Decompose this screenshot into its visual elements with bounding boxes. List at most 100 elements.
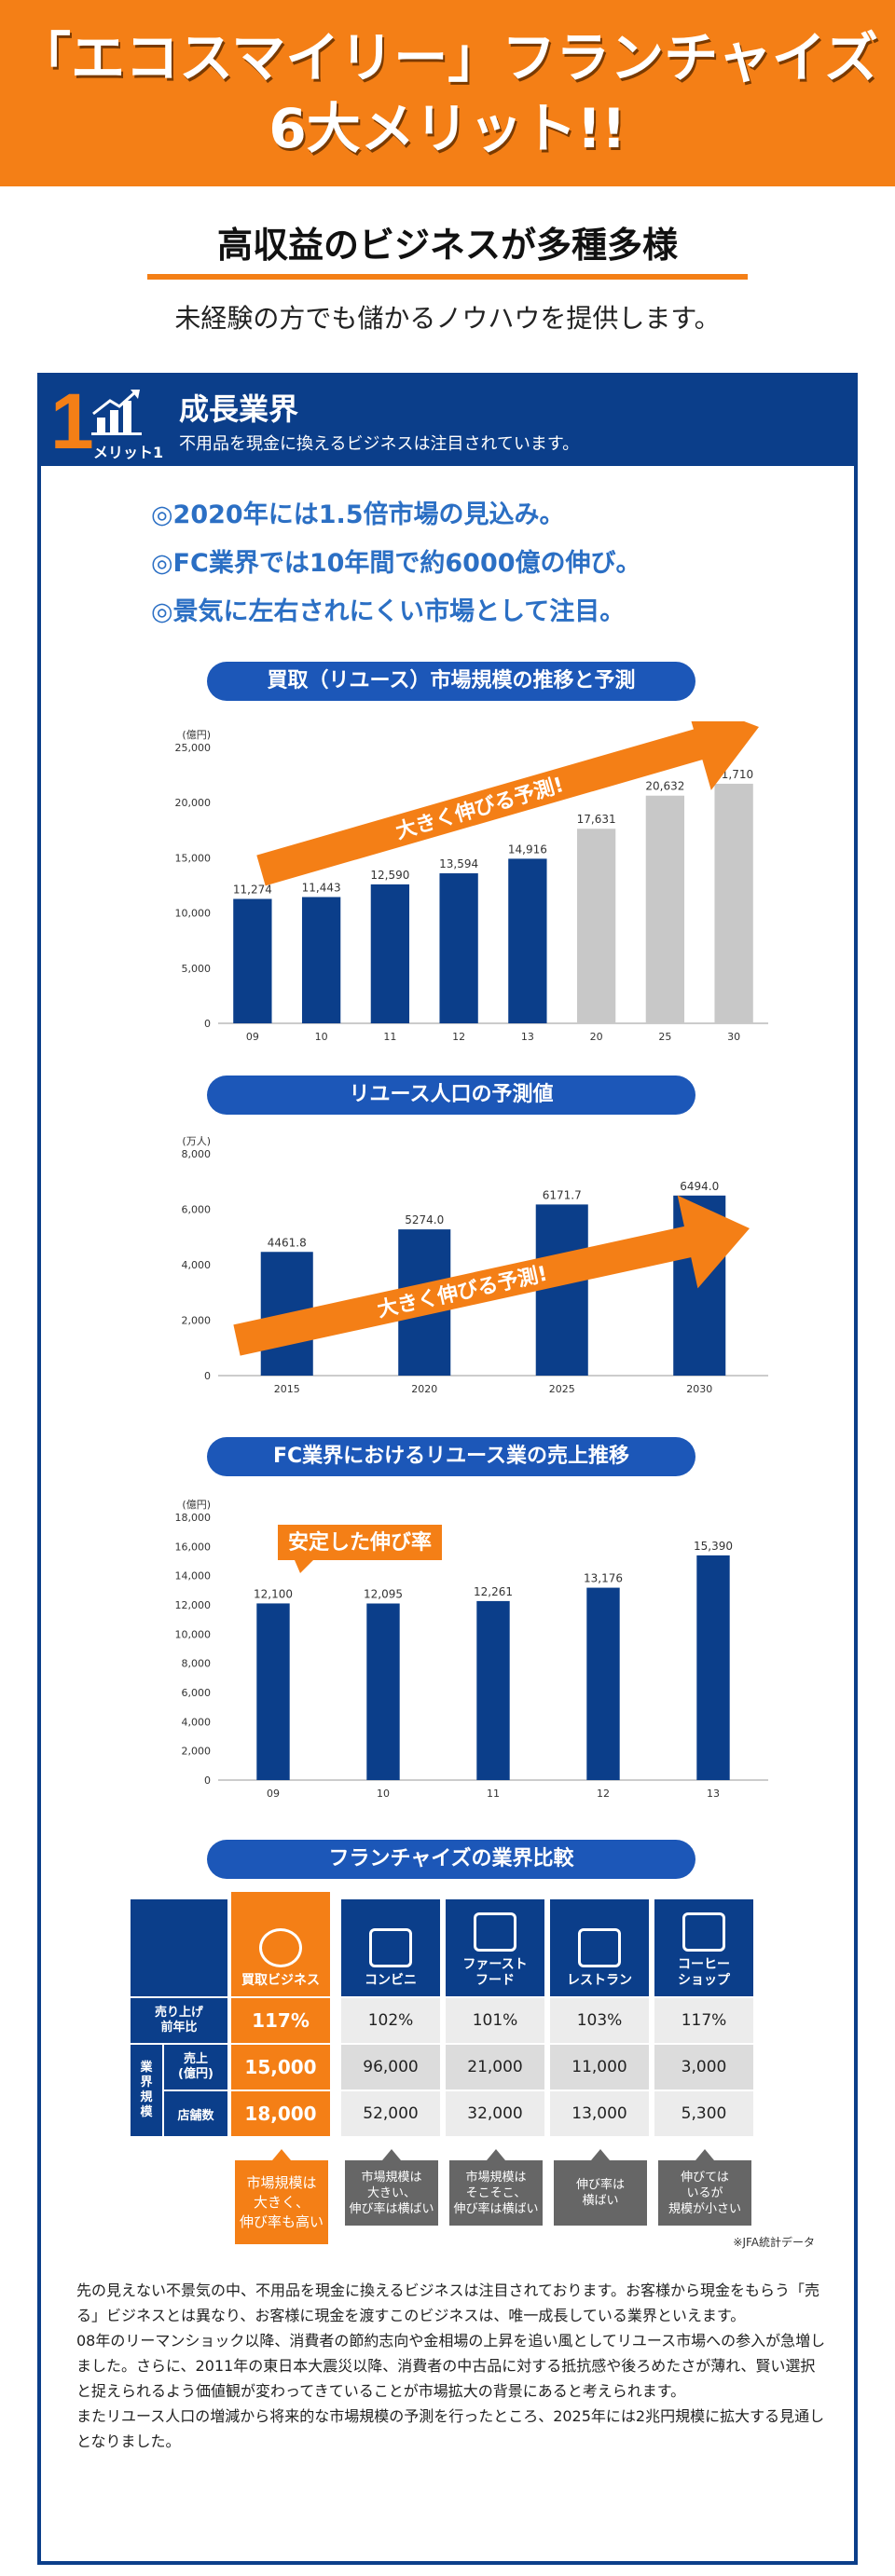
banner-title-line1: 「エコスマイリー」フランチャイズ (17, 26, 878, 89)
x-tick-label: 30 (727, 1031, 740, 1043)
y-tick-label: 12,000 (175, 1599, 212, 1611)
data-label: 6494.0 (680, 1180, 719, 1193)
data-label: 17,631 (577, 813, 616, 826)
y-tick-label: 5,000 (182, 963, 212, 975)
bar (586, 1587, 620, 1780)
convenience-store-icon (369, 1928, 412, 1967)
x-tick-label: 09 (246, 1031, 259, 1043)
x-tick-label: 2020 (411, 1383, 437, 1395)
bar (301, 897, 341, 1023)
axis-unit: (億円) (182, 729, 211, 741)
bar (696, 1555, 730, 1780)
chart-title-reuse-population: リユース人口の予測値 (207, 1076, 695, 1115)
x-tick-label: 12 (597, 1788, 610, 1800)
fc-sales-chart: (億円) 0 2,000 4,000 6,000 8,000 10,000 12,000 14,… (175, 1499, 768, 1800)
data-label: 13,594 (439, 857, 478, 870)
bullet-point: ◎FC業界では10年間で約6000億の伸び。 (151, 549, 641, 578)
data-label: 11,274 (233, 884, 272, 897)
row-label-stores: 店舗数 (164, 2090, 227, 2136)
table-cell: 101% (446, 1996, 546, 2043)
paragraph: 先の見えない不景気の中、不用品を現金に換えるビジネスは注目されております。お客様… (76, 2281, 819, 2324)
x-tick-label: 13 (521, 1031, 534, 1043)
table-corner (131, 1899, 227, 1996)
chart-title-fc-sales: FC業界におけるリユース業の売上推移 (207, 1437, 695, 1476)
merit-label: メリット1 (93, 444, 164, 461)
column-header-label: 買取ビジネス (241, 1973, 320, 1988)
callout-label: 安定した伸び率 (288, 1530, 432, 1555)
y-tick-label: 4,000 (182, 1716, 212, 1728)
y-tick-label: 10,000 (175, 1628, 212, 1640)
table-cell: 52,000 (341, 2090, 442, 2136)
data-label: 13,176 (584, 1572, 623, 1585)
y-tick-label: 0 (204, 1018, 211, 1030)
data-label: 6171.7 (543, 1188, 582, 1201)
row-label-growth: 売り上げ 前年比 (131, 1996, 227, 2043)
note-pointer (272, 2149, 291, 2160)
y-tick-label: 4,000 (182, 1259, 212, 1271)
column-header-label: ファースト フード (462, 1957, 528, 1988)
x-tick-label: 20 (590, 1031, 603, 1043)
data-label: 12,261 (474, 1585, 513, 1598)
table-cell: 18,000 (231, 2090, 332, 2136)
column-header-label: コーヒー ショップ (678, 1957, 730, 1988)
table-cell: 15,000 (231, 2043, 332, 2090)
y-tick-label: 0 (204, 1774, 211, 1787)
note-pointer (591, 2149, 610, 2160)
fast-food-icon (474, 1912, 516, 1952)
data-label: 15,390 (694, 1540, 733, 1553)
data-label: 12,095 (364, 1588, 403, 1601)
x-tick-label: 2025 (549, 1383, 575, 1395)
note-box: 市場規模は 大きく、 伸び率も高い (235, 2160, 328, 2244)
bar (439, 873, 478, 1023)
comparison-table: 買取ビジネス コンビニ ファースト フード レストラン コーヒー ショップ売り上げ 前年… (41, 377, 854, 2561)
bar (256, 1603, 290, 1780)
paragraph: またリユース人口の増減から将来的な市場規模の予測を行ったところ、2025年には2… (76, 2407, 825, 2450)
row-label-sales: 売上 (億円) (164, 2043, 227, 2090)
x-tick-label: 2030 (686, 1383, 712, 1395)
table-cell: 5,300 (654, 2090, 755, 2136)
note-box: 伸びては いるが 規模が小さい (658, 2160, 751, 2226)
data-label: 14,916 (508, 843, 547, 856)
y-tick-label: 2,000 (182, 1315, 212, 1327)
callout-pointer (295, 1560, 313, 1573)
bar (714, 783, 753, 1023)
table-cell: 3,000 (654, 2043, 755, 2090)
y-tick-label: 15,000 (175, 852, 212, 864)
table-cell: 32,000 (446, 2090, 546, 2136)
data-label: 12,590 (370, 869, 409, 882)
table-cell: 117% (231, 1996, 332, 2043)
column-header: ファースト フード (446, 1899, 546, 1996)
merit-title: 成長業界 (179, 391, 299, 427)
column-header: 買取ビジネス (231, 1892, 332, 1996)
x-tick-label: 25 (658, 1031, 671, 1043)
banner-title-line2: 6大メリット!! (268, 97, 626, 160)
y-tick-label: 2,000 (182, 1746, 212, 1758)
x-tick-label: 11 (487, 1788, 500, 1800)
column-header: レストラン (550, 1899, 651, 1996)
bar (508, 858, 547, 1023)
data-label: 11,443 (302, 882, 341, 895)
column-header: コンビニ (341, 1899, 442, 1996)
header-banner: 「エコスマイリー」フランチャイズ 6大メリット!! (0, 0, 895, 186)
data-label: 4461.8 (268, 1236, 307, 1249)
merit-number: 1 (50, 377, 94, 465)
note-box: 伸び率は 横ばい (554, 2160, 647, 2226)
y-tick-label: 18,000 (175, 1512, 212, 1524)
y-tick-label: 0 (204, 1370, 211, 1382)
arrow-shape (256, 721, 760, 886)
restaurant-icon (578, 1928, 621, 1967)
bar (576, 829, 616, 1023)
y-tick-label: 20,000 (175, 797, 212, 809)
y-tick-label: 14,000 (175, 1570, 212, 1583)
section-title: 高収益のビジネスが多種多様 (216, 225, 678, 266)
bar (233, 898, 272, 1023)
note-box: 市場規模は そこそこ、 伸び率は横ばい (449, 2160, 543, 2226)
data-label: 12,100 (254, 1587, 293, 1600)
y-tick-label: 10,000 (175, 908, 212, 920)
bar (535, 1204, 588, 1376)
x-tick-label: 11 (383, 1031, 396, 1043)
x-tick-label: 12 (452, 1031, 465, 1043)
table-cell: 96,000 (341, 2043, 442, 2090)
column-header: コーヒー ショップ (654, 1899, 755, 1996)
y-tick-label: 8,000 (182, 1658, 212, 1670)
